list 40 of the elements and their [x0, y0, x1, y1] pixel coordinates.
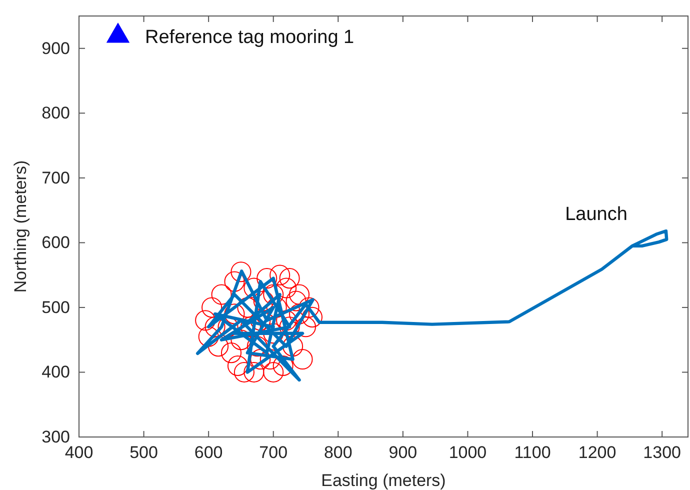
y-tick-label: 800 [42, 104, 70, 123]
point [263, 284, 284, 305]
point [234, 362, 254, 382]
point [263, 362, 284, 382]
y-tick-label: 400 [42, 362, 70, 382]
x-tick-label: 1300 [643, 443, 681, 462]
point [220, 342, 242, 364]
point [295, 316, 316, 338]
x-axis-title: Easting (meters) [321, 471, 446, 490]
point [244, 362, 264, 382]
point [302, 306, 323, 328]
point [270, 264, 290, 286]
annotation: Launch [565, 204, 628, 225]
y-tick-label: 500 [42, 298, 70, 317]
point [272, 356, 294, 376]
point [279, 268, 300, 289]
y-axis-title: Northing (meters) [11, 160, 30, 293]
x-tick-label: 1200 [578, 443, 616, 462]
line-series [196, 229, 668, 382]
point [289, 284, 310, 305]
point [298, 297, 320, 318]
y-tick-label: 700 [42, 168, 70, 188]
y-tick-label: 600 [42, 233, 70, 252]
point [282, 336, 304, 357]
point [211, 284, 232, 305]
point [256, 268, 278, 289]
point [292, 349, 313, 370]
x-tick-label: 800 [324, 443, 352, 462]
x-tick-label: 600 [194, 443, 223, 462]
x-tick-label: 500 [130, 443, 158, 462]
x-tick-label: 900 [388, 443, 418, 462]
x-tick-label: 700 [259, 443, 288, 462]
y-tick-label: 900 [42, 38, 70, 58]
point [224, 271, 245, 292]
x-tick-label: 1000 [448, 443, 487, 462]
x-tick-label: 1100 [514, 443, 551, 462]
series-label: Reference tag mooring 1 [145, 27, 354, 48]
point [198, 326, 219, 347]
point [230, 262, 252, 282]
point [289, 304, 310, 324]
